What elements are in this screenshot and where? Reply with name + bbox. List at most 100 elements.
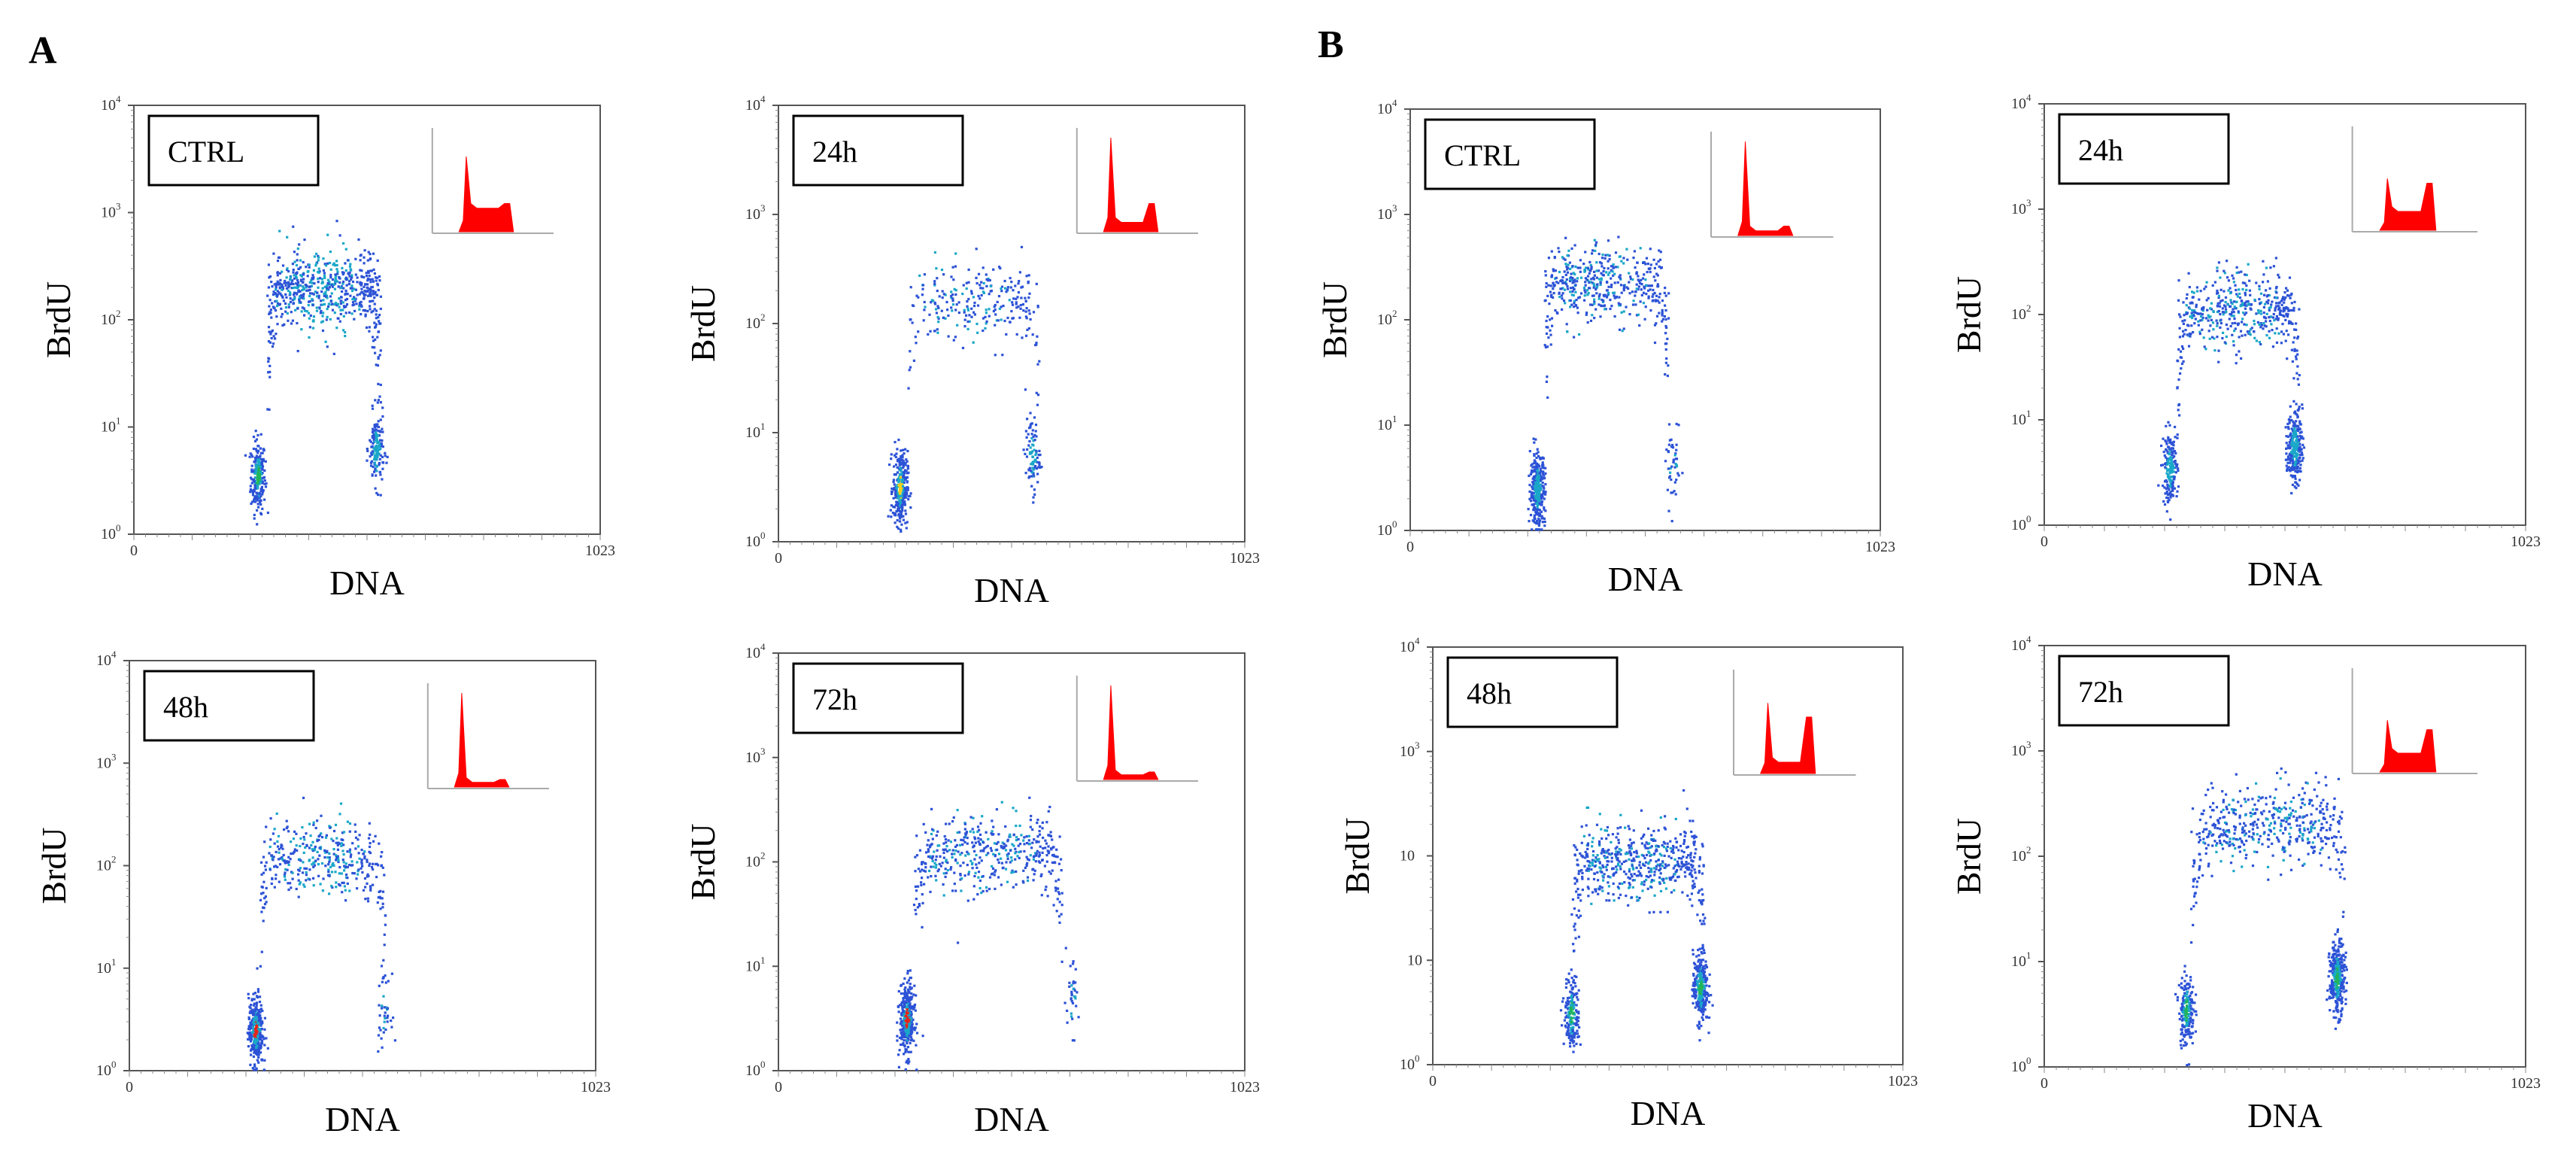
- data-point: [1593, 239, 1596, 242]
- data-point: [2241, 321, 2244, 324]
- data-point: [914, 336, 917, 339]
- data-point: [1015, 297, 1018, 300]
- data-point: [2172, 466, 2175, 470]
- data-point: [371, 345, 374, 349]
- data-point: [320, 290, 323, 293]
- data-point: [330, 837, 333, 840]
- y-tick-label: 10: [1377, 206, 1392, 223]
- data-point: [324, 290, 327, 293]
- data-point: [373, 448, 376, 451]
- data-point: [252, 1028, 255, 1031]
- data-point: [2177, 467, 2180, 470]
- data-point: [383, 874, 386, 877]
- data-point: [898, 476, 901, 479]
- data-point: [982, 849, 985, 852]
- data-point: [1541, 473, 1545, 476]
- data-point: [946, 869, 949, 872]
- data-point: [1628, 281, 1631, 284]
- data-point: [957, 311, 960, 315]
- data-point: [2169, 518, 2172, 521]
- data-point: [302, 260, 305, 264]
- data-point: [1544, 299, 1547, 302]
- data-point: [2169, 483, 2173, 486]
- data-point: [302, 273, 305, 276]
- data-point: [342, 831, 346, 834]
- data-point: [338, 297, 341, 300]
- data-point: [910, 998, 913, 1001]
- data-point: [376, 401, 379, 404]
- data-point: [951, 852, 954, 855]
- data-point: [1066, 1021, 1069, 1024]
- data-point: [356, 281, 359, 284]
- data-point: [909, 983, 912, 986]
- data-point: [326, 296, 329, 299]
- data-point: [1569, 287, 1573, 290]
- data-point: [379, 454, 382, 457]
- data-point: [1032, 858, 1036, 861]
- data-point: [248, 455, 251, 458]
- data-point: [350, 290, 354, 293]
- data-point: [907, 387, 910, 390]
- data-point: [1541, 456, 1544, 459]
- data-point: [1070, 1000, 1073, 1003]
- data-point: [247, 1038, 250, 1041]
- data-point: [320, 278, 323, 281]
- data-point: [311, 856, 314, 859]
- data-point: [1576, 311, 1579, 315]
- data-point: [297, 289, 300, 292]
- data-point: [259, 1018, 262, 1021]
- data-point: [369, 300, 372, 303]
- data-point: [368, 864, 371, 868]
- data-point: [1538, 465, 1541, 468]
- data-point: [1544, 472, 1547, 475]
- data-point: [2171, 485, 2174, 488]
- data-point: [2295, 349, 2298, 352]
- data-point: [923, 300, 926, 304]
- data-point: [350, 864, 353, 867]
- data-point: [1035, 282, 1038, 285]
- data-point: [307, 877, 310, 880]
- data-point: [298, 858, 301, 861]
- data-point: [1567, 249, 1570, 252]
- data-point: [1647, 289, 1650, 292]
- x-tick-label: 1023: [581, 1079, 611, 1096]
- data-point: [959, 873, 962, 876]
- data-point: [287, 830, 290, 833]
- data-point: [1036, 403, 1039, 406]
- data-point: [381, 866, 384, 869]
- data-point: [970, 315, 973, 318]
- data-point: [265, 901, 268, 904]
- data-point: [1668, 439, 1671, 442]
- data-point: [917, 868, 920, 871]
- data-point: [912, 1026, 915, 1029]
- data-point: [1539, 473, 1542, 476]
- data-point: [295, 275, 298, 278]
- data-point: [1654, 279, 1657, 282]
- data-point: [312, 865, 315, 868]
- x-tick-label: 0: [2040, 533, 2048, 550]
- data-point: [326, 288, 329, 291]
- data-point: [293, 848, 296, 851]
- data-point: [383, 944, 386, 947]
- data-point: [258, 456, 261, 459]
- data-point: [1035, 435, 1038, 438]
- data-point: [344, 889, 347, 892]
- data-point: [301, 281, 304, 284]
- data-point: [906, 1038, 909, 1041]
- data-point: [277, 834, 281, 837]
- data-point: [988, 887, 991, 891]
- data-point: [259, 1032, 262, 1035]
- data-point: [325, 834, 328, 837]
- data-point: [346, 850, 349, 853]
- data-point: [954, 336, 957, 339]
- data-point: [1631, 278, 1634, 281]
- data-point: [307, 311, 311, 315]
- data-point: [248, 1035, 251, 1038]
- data-point: [353, 318, 356, 321]
- data-point: [1588, 281, 1591, 284]
- data-point: [1529, 500, 1533, 503]
- data-point: [317, 858, 320, 861]
- data-point: [2180, 367, 2183, 370]
- data-point: [329, 251, 332, 254]
